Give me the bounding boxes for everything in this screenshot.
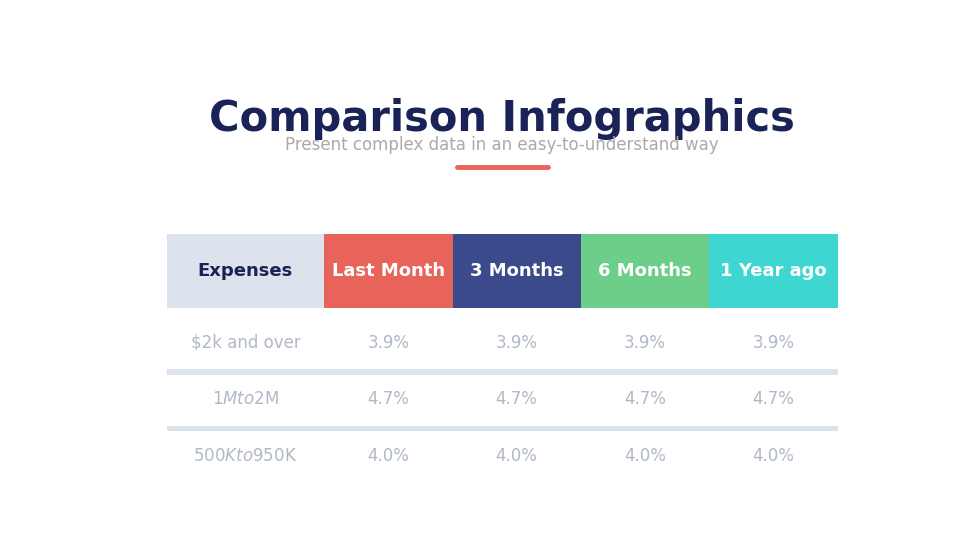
Text: 4.0%: 4.0%	[624, 447, 665, 465]
FancyBboxPatch shape	[710, 234, 838, 308]
FancyBboxPatch shape	[324, 234, 453, 308]
Text: Expenses: Expenses	[198, 262, 293, 280]
Text: 4.7%: 4.7%	[753, 391, 795, 408]
FancyBboxPatch shape	[167, 426, 838, 431]
Text: 3 Months: 3 Months	[469, 262, 563, 280]
Text: Last Month: Last Month	[332, 262, 445, 280]
Text: $1M to $2M: $1M to $2M	[212, 391, 279, 408]
Text: 4.0%: 4.0%	[368, 447, 410, 465]
Text: 4.7%: 4.7%	[496, 391, 538, 408]
Text: Present complex data in an easy-to-understand way: Present complex data in an easy-to-under…	[285, 136, 719, 154]
Text: 4.7%: 4.7%	[368, 391, 410, 408]
Text: 6 Months: 6 Months	[598, 262, 692, 280]
FancyBboxPatch shape	[453, 234, 581, 308]
FancyBboxPatch shape	[167, 234, 324, 308]
Text: 3.9%: 3.9%	[368, 334, 410, 352]
Text: Comparison Infographics: Comparison Infographics	[210, 98, 795, 140]
FancyBboxPatch shape	[167, 370, 838, 375]
Text: 3.9%: 3.9%	[624, 334, 666, 352]
FancyBboxPatch shape	[581, 234, 710, 308]
Text: 3.9%: 3.9%	[496, 334, 538, 352]
Text: 3.9%: 3.9%	[753, 334, 795, 352]
Text: 4.0%: 4.0%	[753, 447, 795, 465]
Text: $2k and over: $2k and over	[190, 334, 300, 352]
Text: $500K to $950K: $500K to $950K	[193, 447, 298, 465]
Text: 4.7%: 4.7%	[624, 391, 665, 408]
Text: 4.0%: 4.0%	[496, 447, 538, 465]
Text: 1 Year ago: 1 Year ago	[720, 262, 827, 280]
